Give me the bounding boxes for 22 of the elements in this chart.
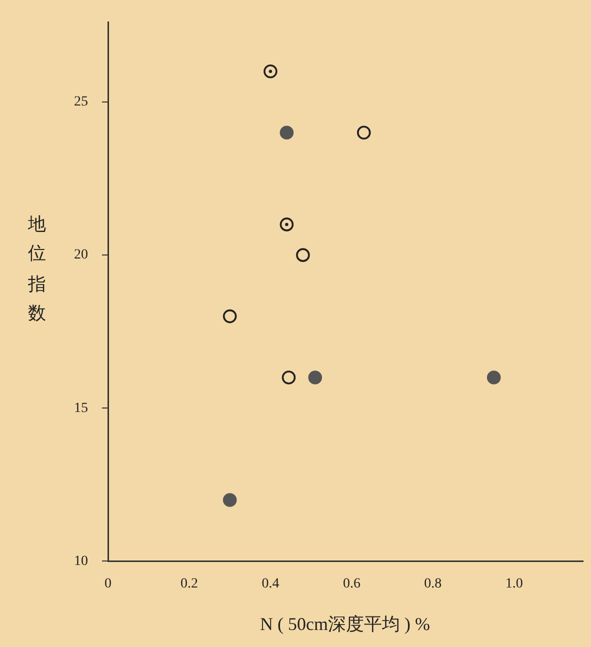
point (222, 493, 237, 507)
point (296, 248, 310, 262)
point (486, 370, 501, 384)
y-tick-label: 25 (74, 94, 88, 110)
y-axis-title: 地位指数 (26, 200, 48, 320)
point (356, 126, 371, 140)
x-tick-label: 0 (104, 576, 112, 592)
x-tick-label: 0.4 (262, 576, 280, 592)
y-tick-label: 15 (74, 400, 88, 416)
x-tick-label: 0.2 (180, 576, 198, 592)
x-axis-title: N ( 50cm深度平均 ) % (260, 613, 430, 636)
point (308, 370, 322, 384)
point (222, 309, 237, 324)
point (280, 126, 294, 140)
point (280, 218, 294, 232)
y-tick-label: 20 (74, 248, 88, 263)
point (264, 64, 278, 78)
point (282, 370, 296, 384)
y-tick-label: 10 (74, 554, 88, 569)
x-tick-label: 1.0 (505, 576, 523, 592)
x-tick-label: 0.6 (342, 576, 360, 592)
x-tick-label: 0.8 (424, 576, 442, 592)
